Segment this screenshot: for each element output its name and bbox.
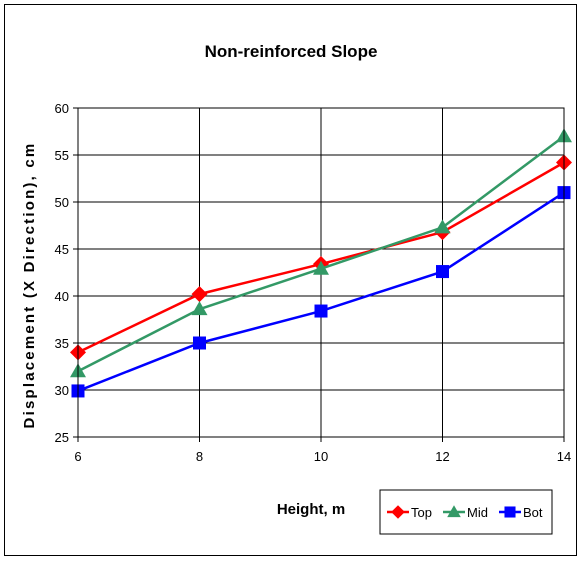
y-tick-labels: 25 30 35 40 45 50 55 60 bbox=[55, 101, 69, 445]
legend: Top Mid Bot bbox=[379, 489, 553, 535]
x-tick-label: 10 bbox=[314, 449, 328, 464]
y-tick-label: 60 bbox=[55, 101, 69, 116]
legend-label-bot: Bot bbox=[523, 505, 543, 520]
legend-marker-top bbox=[391, 505, 405, 519]
chart-title: Non-reinforced Slope bbox=[205, 42, 378, 61]
data-point-bot bbox=[436, 265, 449, 279]
y-tick-label: 45 bbox=[55, 242, 69, 257]
y-tick-label: 25 bbox=[55, 430, 69, 445]
y-tick-label: 35 bbox=[55, 336, 69, 351]
plot-area bbox=[70, 107, 572, 442]
data-point-top bbox=[191, 286, 208, 303]
x-tick-label: 6 bbox=[74, 449, 81, 464]
legend-marker-bot bbox=[504, 506, 516, 518]
y-tick-label: 50 bbox=[55, 195, 69, 210]
data-point-mid bbox=[313, 260, 329, 275]
data-point-bot bbox=[314, 304, 328, 318]
plot-border bbox=[77, 107, 565, 438]
x-tick-label: 8 bbox=[196, 449, 203, 464]
series-mid bbox=[70, 128, 572, 378]
data-point-mid bbox=[434, 219, 451, 234]
legend-label-mid: Mid bbox=[467, 505, 488, 520]
x-tick-labels: 6 8 10 12 14 bbox=[74, 449, 571, 464]
series-bot bbox=[71, 186, 571, 398]
x-tick-label: 14 bbox=[557, 449, 571, 464]
y-axis-title: Displacement (X Direction), cm bbox=[21, 142, 38, 429]
x-tick-label: 12 bbox=[435, 449, 449, 464]
data-point-mid bbox=[191, 301, 208, 316]
y-tick-label: 55 bbox=[55, 148, 69, 163]
legend-label-top: Top bbox=[411, 505, 432, 520]
legend-marker-mid bbox=[447, 505, 461, 518]
x-axis-title: Height, m bbox=[277, 501, 345, 518]
data-point-bot bbox=[193, 336, 206, 350]
y-tick-label: 30 bbox=[55, 383, 69, 398]
y-tick-label: 40 bbox=[55, 289, 69, 304]
